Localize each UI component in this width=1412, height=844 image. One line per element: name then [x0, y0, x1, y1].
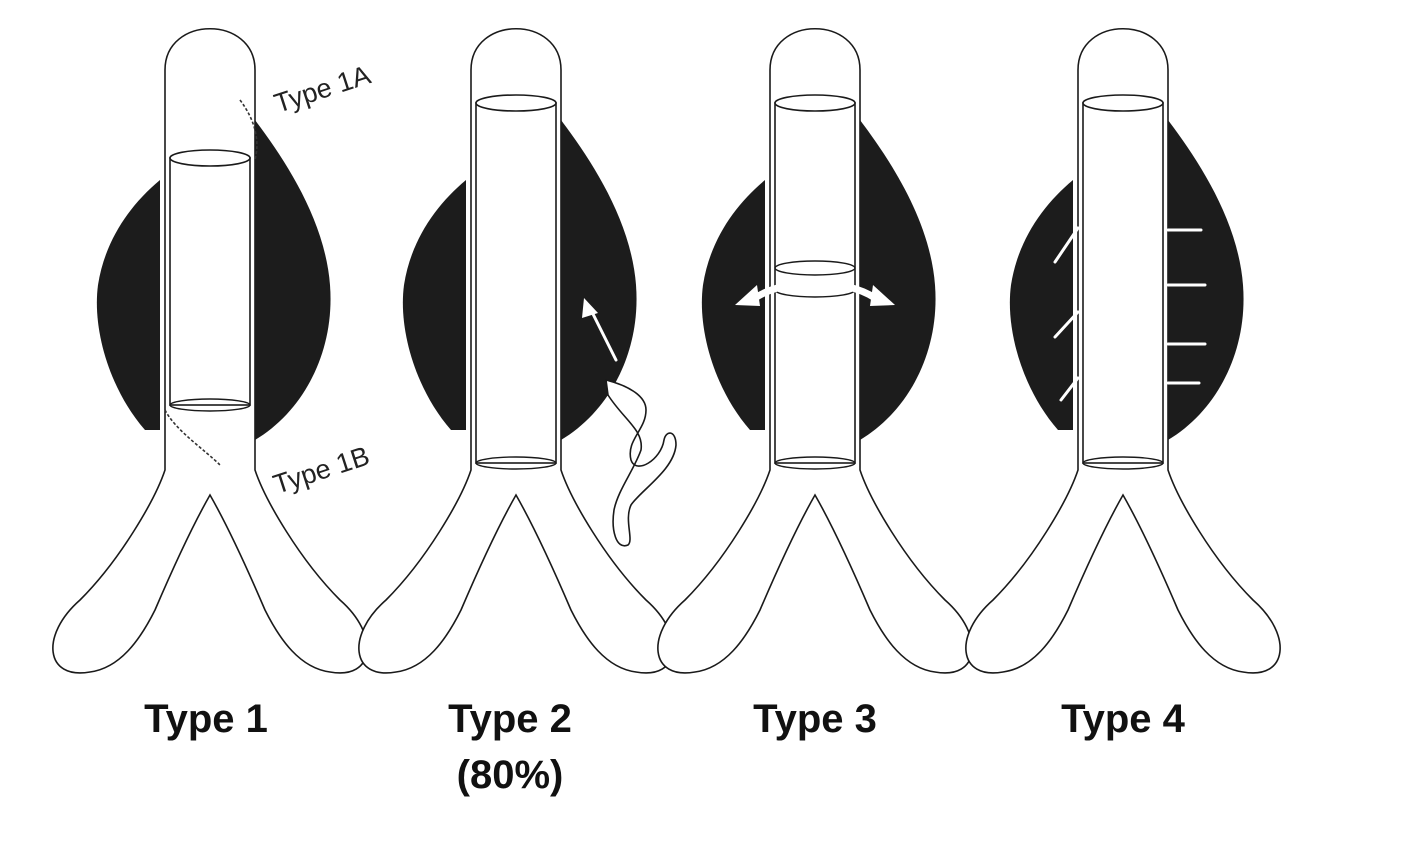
graft-top-rim — [774, 94, 856, 112]
stent-graft — [169, 157, 251, 406]
arrow-head-icon — [870, 285, 895, 306]
caption-type-3: Type 3 — [753, 697, 877, 741]
panel-type-2 — [358, 27, 677, 674]
caption-type-4: Type 4 — [1061, 697, 1186, 741]
panel-type-4 — [965, 27, 1281, 674]
panel-type-3 — [657, 27, 973, 674]
aneurysm-sac-left — [96, 180, 160, 430]
type-1a-label: Type 1A — [271, 60, 374, 119]
graft-junction-upper — [774, 260, 856, 276]
stent-graft — [1082, 102, 1164, 464]
porosity-arrow — [1053, 310, 1080, 339]
junction-leak-arrow — [751, 279, 879, 302]
graft-top-rim — [169, 149, 251, 167]
graft-bottom-rim — [169, 398, 251, 412]
graft-top-rim — [475, 94, 557, 112]
stent-graft — [475, 102, 557, 464]
type-1b-leak-path — [164, 409, 221, 466]
caption-type-2: Type 2 — [448, 697, 572, 741]
caption-type-2-percent: (80%) — [457, 753, 564, 797]
aneurysm-sac-right — [1168, 120, 1244, 440]
aneurysm-sac-left — [402, 180, 466, 430]
type-1b-label: Type 1B — [270, 441, 373, 500]
lumbar-artery-branch — [605, 378, 677, 547]
porosity-arrows — [1053, 226, 1207, 402]
retrograde-flow-arrow — [589, 308, 618, 362]
graft-top-rim — [1082, 94, 1164, 112]
arrow-head-icon — [582, 298, 598, 318]
caption-type-1: Type 1 — [144, 697, 268, 741]
aneurysm-sac-right — [255, 120, 331, 440]
type-1a-leak-path — [239, 99, 258, 161]
aneurysm-sac-right — [860, 120, 936, 440]
aneurysm-sac-left — [1009, 180, 1073, 430]
graft-bottom-rim — [1082, 456, 1164, 470]
graft-bottom-rim — [774, 456, 856, 470]
graft-bottom-rim — [475, 456, 557, 470]
panel-type-1 — [52, 27, 368, 674]
arrow-head-icon — [735, 285, 760, 306]
porosity-arrow — [1053, 226, 1080, 264]
porosity-arrow — [1059, 376, 1080, 402]
